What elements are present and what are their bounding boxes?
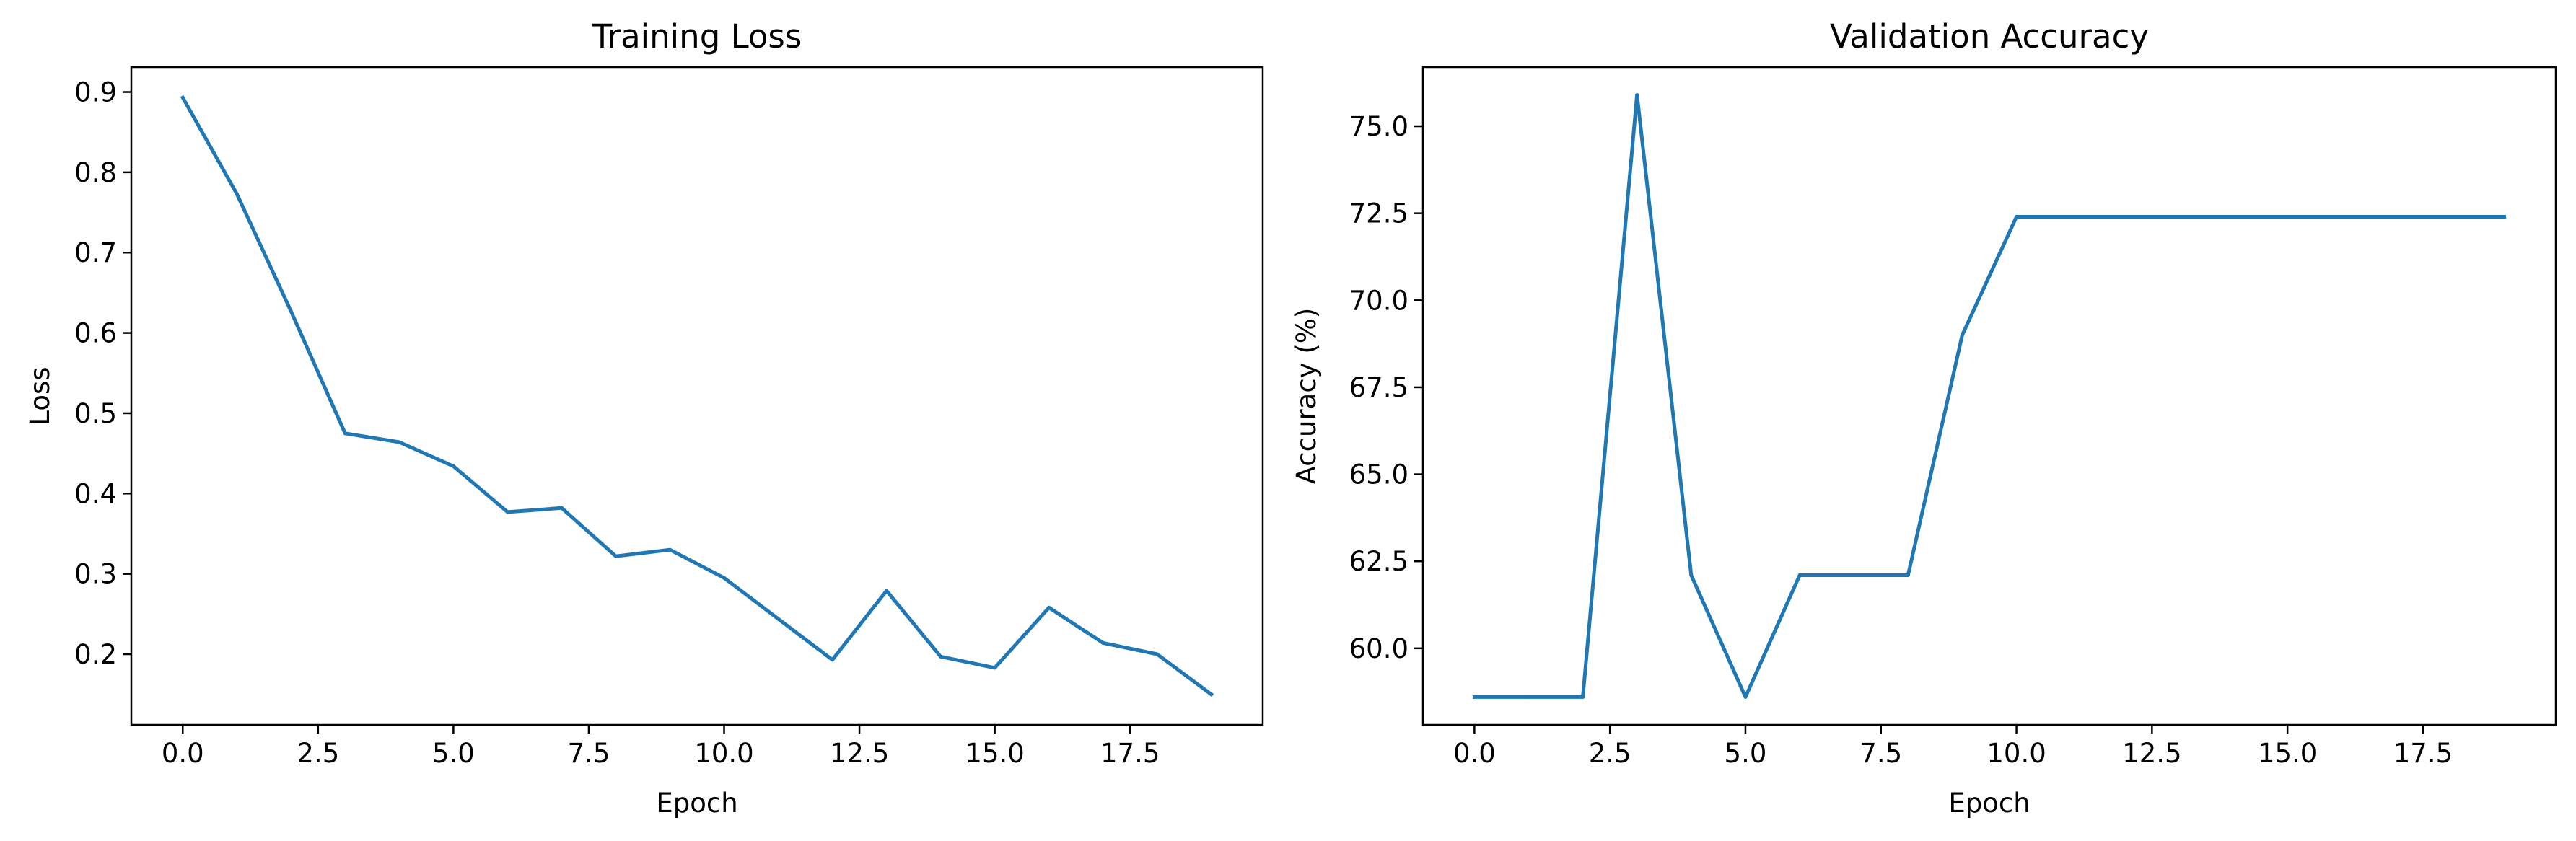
training-loss-data-point: [1047, 605, 1051, 609]
validation-accuracy-x-tick-label: 10.0: [1986, 738, 2046, 769]
validation-accuracy-x-tick-label: 7.5: [1859, 738, 1902, 769]
training-loss-data-point: [235, 192, 239, 196]
validation-accuracy-data-point: [2123, 215, 2127, 219]
validation-accuracy-y-tick-label: 60.0: [1349, 633, 1409, 664]
training-loss-data-point: [776, 617, 780, 621]
training-loss-x-tick-label: 10.0: [694, 738, 753, 769]
training-loss-y-ticks: 0.2 0.3 0.4 0.5 0.6 0.7 0.8 0.9: [74, 77, 131, 670]
validation-accuracy-x-tick-label: 17.5: [2393, 738, 2453, 769]
training-loss-y-tick-label: 0.8: [74, 157, 117, 188]
training-loss-data-point: [1101, 640, 1105, 645]
validation-accuracy-x-tick-label: 2.5: [1589, 738, 1631, 769]
training-loss-x-tick-label: 2.5: [297, 738, 339, 769]
validation-accuracy-data-point: [1906, 573, 1910, 577]
training-loss-data-point: [939, 654, 943, 659]
training-loss-data-point: [451, 464, 455, 468]
training-loss-plot-area: [130, 66, 1264, 726]
validation-accuracy-data-point: [2448, 215, 2452, 219]
validation-accuracy-chart: Validation Accuracy Epoch Accuracy (%) 0…: [1291, 17, 2557, 819]
training-loss-x-tick-label: 15.0: [965, 738, 1024, 769]
validation-accuracy-x-axis-label: Epoch: [1948, 788, 2030, 819]
validation-accuracy-x-tick-label: 5.0: [1725, 738, 1767, 769]
validation-accuracy-y-tick-label: 67.5: [1349, 372, 1409, 403]
validation-accuracy-y-tick-label: 65.0: [1349, 459, 1409, 490]
training-loss-chart: Training Loss Epoch Loss 0.0 2.5 5.0 7.5 10.…: [25, 17, 1264, 819]
validation-accuracy-y-tick-label: 62.5: [1349, 546, 1409, 577]
validation-accuracy-data-point: [2393, 215, 2398, 219]
validation-accuracy-data-point: [1689, 573, 1694, 577]
validation-accuracy-data-point: [1472, 695, 1476, 699]
training-loss-y-tick-label: 0.3: [74, 559, 117, 590]
training-loss-data-point: [1209, 692, 1214, 697]
training-loss-data-point: [397, 440, 401, 444]
validation-accuracy-data-point: [1581, 695, 1585, 699]
validation-accuracy-x-tick-label: 12.5: [2122, 738, 2181, 769]
validation-accuracy-data-point: [2285, 215, 2290, 219]
training-loss-y-tick-label: 0.6: [74, 318, 117, 349]
training-loss-data-point: [993, 666, 997, 670]
validation-accuracy-data-point: [1635, 93, 1639, 97]
training-loss-y-axis-label: Loss: [25, 366, 56, 425]
validation-accuracy-plot-area: [1421, 66, 2557, 726]
training-loss-x-ticks: 0.0 2.5 5.0 7.5 10.0 12.5 15.0 17.5: [162, 725, 1160, 769]
training-loss-x-axis-label: Epoch: [656, 788, 737, 819]
training-loss-y-tick-label: 0.9: [74, 77, 117, 108]
training-loss-data-point: [559, 506, 564, 510]
training-loss-x-tick-label: 5.0: [432, 738, 475, 769]
validation-accuracy-title: Validation Accuracy: [1830, 17, 2149, 56]
validation-accuracy-data-point: [1743, 695, 1748, 699]
training-loss-data-point: [1155, 652, 1160, 656]
training-loss-data-point: [343, 431, 347, 436]
validation-accuracy-y-tick-label: 70.0: [1349, 285, 1409, 316]
training-loss-data-point: [885, 589, 889, 593]
validation-accuracy-x-tick-label: 0.0: [1453, 738, 1496, 769]
validation-accuracy-data-point: [2502, 215, 2507, 219]
validation-accuracy-data-point: [2231, 215, 2235, 219]
training-loss-y-tick-label: 0.5: [74, 398, 117, 429]
training-loss-x-tick-label: 12.5: [830, 738, 889, 769]
validation-accuracy-y-tick-label: 75.0: [1349, 111, 1409, 142]
training-loss-data-point: [505, 510, 509, 514]
training-loss-data-point: [668, 547, 672, 552]
validation-accuracy-x-tick-label: 15.0: [2258, 738, 2317, 769]
validation-accuracy-data-point: [2015, 215, 2019, 219]
training-loss-data-point: [289, 309, 293, 313]
training-loss-data-point: [722, 576, 726, 580]
validation-accuracy-data-point: [2069, 215, 2073, 219]
training-loss-x-tick-label: 17.5: [1100, 738, 1160, 769]
training-loss-x-tick-label: 7.5: [568, 738, 610, 769]
training-loss-y-tick-label: 0.7: [74, 237, 117, 268]
validation-accuracy-data-point: [1852, 573, 1856, 577]
validation-accuracy-line: [1472, 93, 2507, 699]
validation-accuracy-data-point: [2339, 215, 2344, 219]
validation-accuracy-data-point: [1797, 573, 1802, 577]
training-loss-data-point: [831, 658, 835, 662]
validation-accuracy-data-point: [1527, 695, 1530, 699]
training-loss-title: Training Loss: [592, 17, 802, 56]
validation-accuracy-y-axis-label: Accuracy (%): [1291, 308, 1322, 485]
training-loss-x-tick-label: 0.0: [162, 738, 204, 769]
validation-accuracy-data-point: [1960, 333, 1964, 338]
training-loss-line: [180, 94, 1214, 697]
training-loss-y-tick-label: 0.4: [74, 478, 117, 509]
training-loss-y-tick-label: 0.2: [74, 639, 117, 670]
training-loss-data-point: [614, 554, 618, 558]
validation-accuracy-y-tick-label: 72.5: [1349, 198, 1409, 229]
validation-accuracy-x-ticks: 0.0 2.5 5.0 7.5 10.0 12.5 15.0 17.5: [1453, 725, 2453, 769]
training-loss-data-point: [180, 95, 185, 100]
validation-accuracy-y-ticks: 60.0 62.5 65.0 67.5 70.0 72.5 75.0: [1349, 111, 1423, 664]
validation-accuracy-data-point: [2177, 215, 2181, 219]
